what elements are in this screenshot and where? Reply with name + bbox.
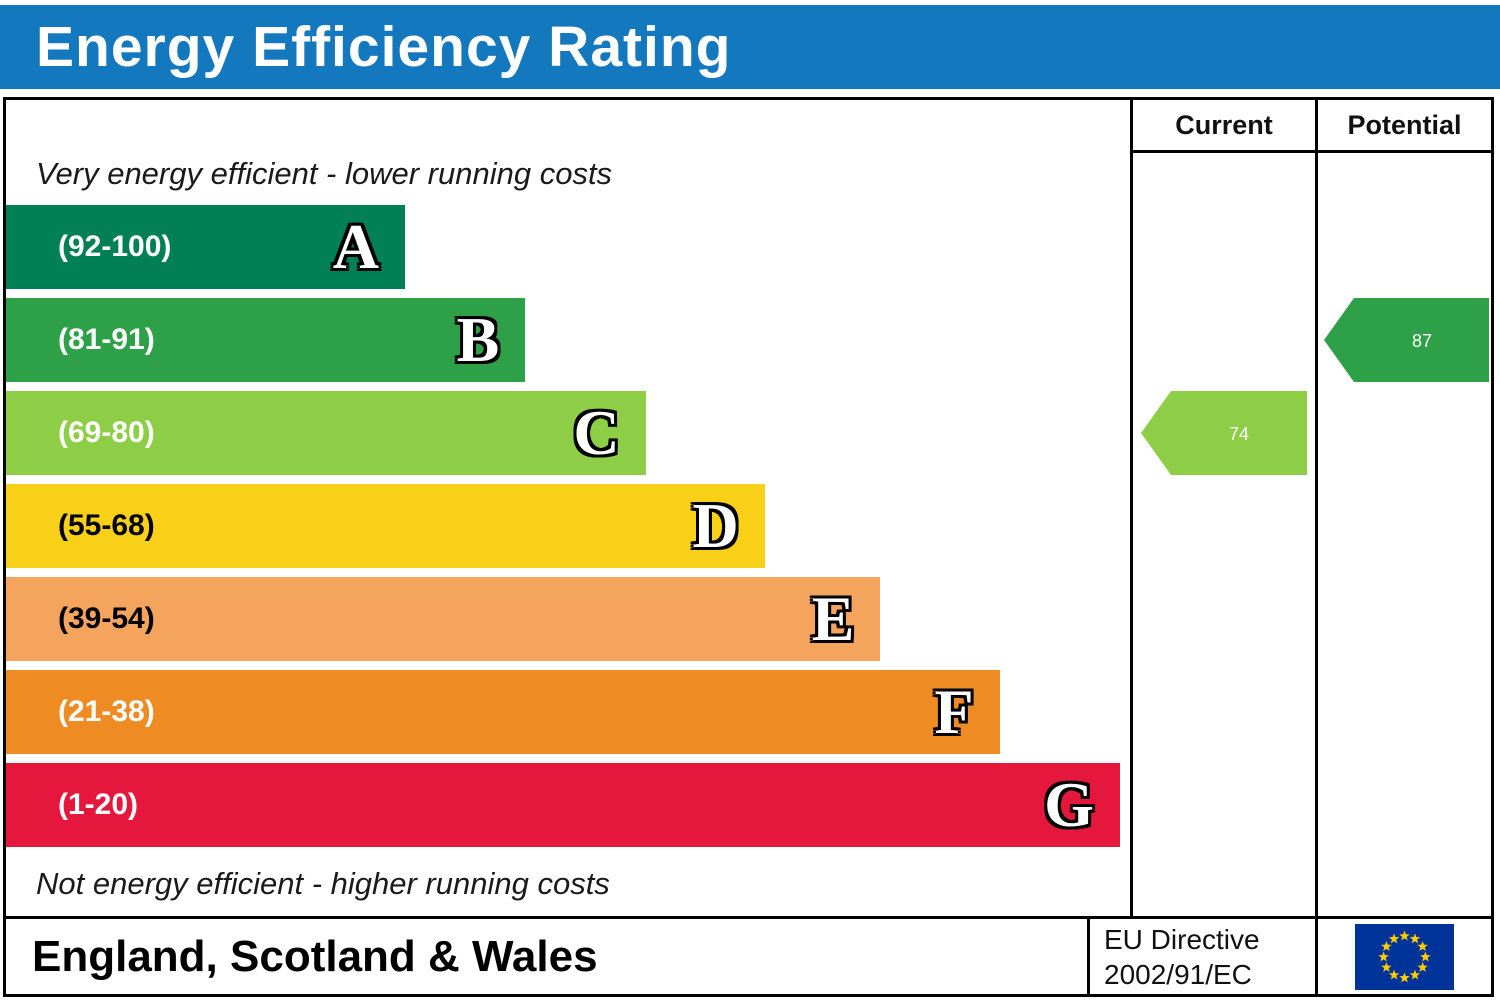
page-title: Energy Efficiency Rating <box>36 15 732 79</box>
band-letter: F <box>934 676 974 747</box>
band-rows: (92-100) A (81-91) B (69-80) C (55-68) D (39-54)… <box>6 205 1130 856</box>
flag-cell <box>1315 919 1491 994</box>
current-column-header: Current <box>1133 100 1315 153</box>
current-arrow: 74 <box>1141 391 1307 475</box>
potential-column: Potential 87 <box>1315 100 1491 916</box>
band-bar-f: (21-38) F <box>6 670 1000 754</box>
band-bar-d: (55-68) D <box>6 484 765 568</box>
band-bar-a: (92-100) A <box>6 205 406 289</box>
band-row-f: (21-38) F <box>6 670 1130 763</box>
footer-bar: England, Scotland & Wales EU Directive 2… <box>3 916 1494 997</box>
potential-column-header: Potential <box>1318 100 1491 153</box>
band-bar-g: (1-20) G <box>6 763 1120 847</box>
rating-chart: Very energy efficient - lower running co… <box>3 97 1494 919</box>
band-row-d: (55-68) D <box>6 484 1130 577</box>
band-range-label: (81-91) <box>58 323 155 356</box>
band-row-c: (69-80) C <box>6 391 1130 484</box>
band-range-label: (69-80) <box>58 416 155 449</box>
region-label: England, Scotland & Wales <box>32 931 598 981</box>
band-letter: B <box>456 304 500 375</box>
current-arrow-shape <box>1141 391 1307 475</box>
band-row-g: (1-20) G <box>6 763 1130 856</box>
current-value: 74 <box>1229 424 1249 444</box>
band-letter: C <box>573 397 620 468</box>
directive-line-1: EU Directive <box>1104 923 1260 955</box>
band-range-label: (39-54) <box>58 602 155 635</box>
band-range-label: (92-100) <box>58 230 172 263</box>
band-row-b: (81-91) B <box>6 298 1130 391</box>
band-row-e: (39-54) E <box>6 577 1130 670</box>
band-bar-e: (39-54) E <box>6 577 881 661</box>
band-letter: E <box>811 583 855 654</box>
band-letter: A <box>332 211 380 282</box>
current-column: Current 74 <box>1130 100 1315 916</box>
band-letter: G <box>1044 769 1094 840</box>
band-range-label: (21-38) <box>58 695 155 728</box>
band-range-label: (55-68) <box>58 509 155 542</box>
directive-line-2: 2002/91/EC <box>1104 958 1252 990</box>
directive-cell: EU Directive 2002/91/EC <box>1087 919 1315 994</box>
eu-flag-icon <box>1355 923 1454 990</box>
note-very-efficient: Very energy efficient - lower running co… <box>36 156 613 191</box>
band-letter: D <box>692 490 739 561</box>
potential-arrow-shape <box>1324 298 1489 382</box>
band-bar-b: (81-91) B <box>6 298 526 382</box>
band-row-a: (92-100) A <box>6 205 1130 298</box>
title-banner: Energy Efficiency Rating <box>0 5 1500 89</box>
potential-arrow: 87 <box>1324 298 1489 382</box>
band-bar-c: (69-80) C <box>6 391 646 475</box>
note-not-efficient: Not energy efficient - higher running co… <box>36 866 610 901</box>
potential-value: 87 <box>1412 331 1432 351</box>
bands-column: Very energy efficient - lower running co… <box>6 100 1130 916</box>
region-cell: England, Scotland & Wales <box>6 919 1087 994</box>
band-range-label: (1-20) <box>58 788 139 821</box>
